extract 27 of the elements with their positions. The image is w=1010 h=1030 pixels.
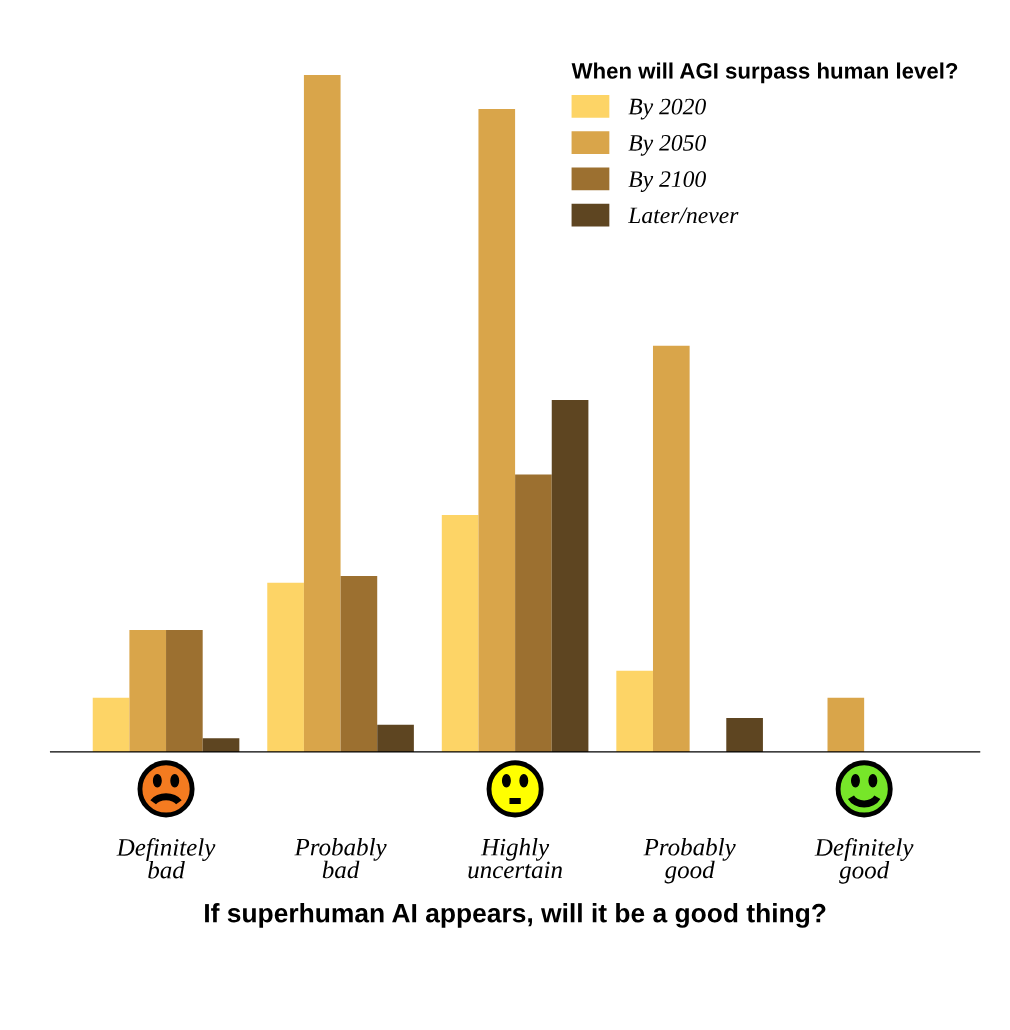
bar <box>726 718 763 752</box>
bar <box>267 582 304 752</box>
bar <box>166 630 203 752</box>
bar <box>202 738 240 752</box>
legend-title: When will AGI surpass human level? <box>571 62 958 84</box>
legend-label: By 2050 <box>628 134 706 156</box>
bar <box>92 697 130 752</box>
bar <box>515 474 552 752</box>
legend-label: Later/never <box>627 207 739 224</box>
legend-label: By 2100 <box>628 171 706 192</box>
bar <box>303 75 341 752</box>
bar <box>551 399 589 752</box>
x-axis-title: If superhuman AI appears, will it be a good thing? <box>205 903 826 928</box>
x-tick-label: Definitely bad <box>116 838 216 879</box>
bar <box>441 515 479 752</box>
bar <box>377 724 414 752</box>
bar <box>616 670 653 752</box>
legend-label: By 2020 <box>628 98 706 120</box>
bar <box>827 697 865 752</box>
bar <box>340 575 378 752</box>
x-tick-label: Highly uncertain <box>468 838 562 879</box>
x-tick-label: Probably bad <box>294 838 387 879</box>
bar <box>478 108 516 752</box>
x-tick-label: Probably good <box>643 838 736 884</box>
x-tick-label: Definitely good <box>814 838 914 884</box>
bar <box>652 345 690 752</box>
bar <box>129 630 167 752</box>
